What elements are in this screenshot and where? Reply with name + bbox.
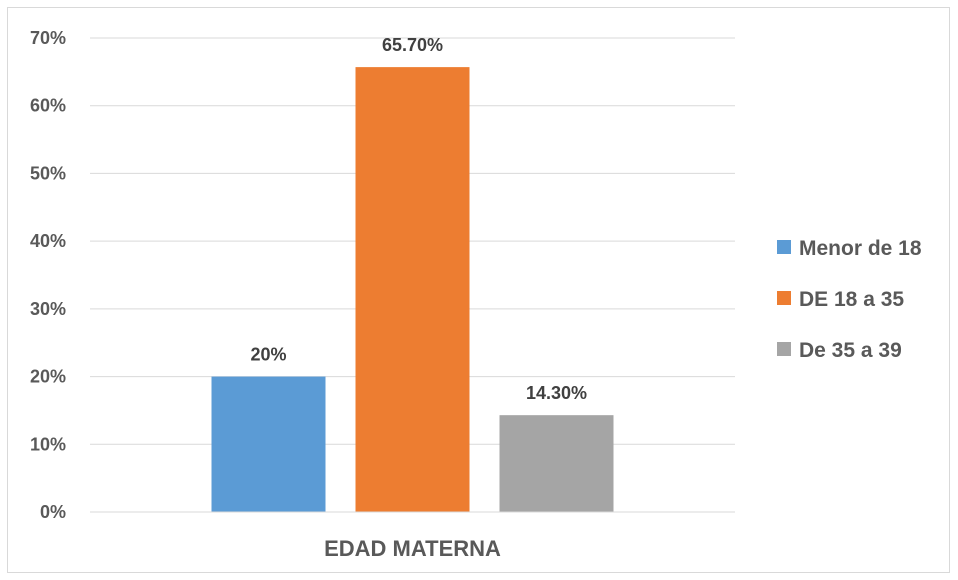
y-tick-label: 30% (30, 299, 66, 319)
legend-label: De 35 a 39 (799, 339, 902, 362)
data-label: 14.30% (526, 383, 587, 403)
legend-swatch (777, 240, 791, 254)
legend-swatch (777, 342, 791, 356)
y-tick-label: 70% (30, 28, 66, 48)
y-tick-label: 20% (30, 367, 66, 387)
legend-swatch (777, 291, 791, 305)
data-label: 20% (250, 345, 286, 365)
y-tick-label: 40% (30, 231, 66, 251)
data-labels: 20% 65.70% 14.30% (250, 35, 587, 403)
bars (211, 67, 614, 513)
y-tick-label: 50% (30, 163, 66, 183)
legend-label: DE 18 a 35 (799, 288, 904, 311)
y-tick-label: 0% (40, 502, 66, 522)
y-tick-label: 60% (30, 96, 66, 116)
bar-menor-de-18 (211, 376, 326, 512)
y-axis-tick-labels: 0% 10% 20% 30% 40% 50% 60% 70% (30, 28, 66, 522)
chart-frame (7, 7, 950, 573)
data-label: 65.70% (382, 35, 443, 55)
bar-de-18-a-35 (355, 67, 470, 513)
legend-label: Menor de 18 (799, 237, 922, 260)
bar-de-35-a-39 (499, 415, 614, 512)
y-tick-label: 10% (30, 434, 66, 454)
legend: Menor de 18 DE 18 a 35 De 35 a 39 (777, 237, 922, 362)
x-axis-category-label: EDAD MATERNA (324, 536, 501, 561)
